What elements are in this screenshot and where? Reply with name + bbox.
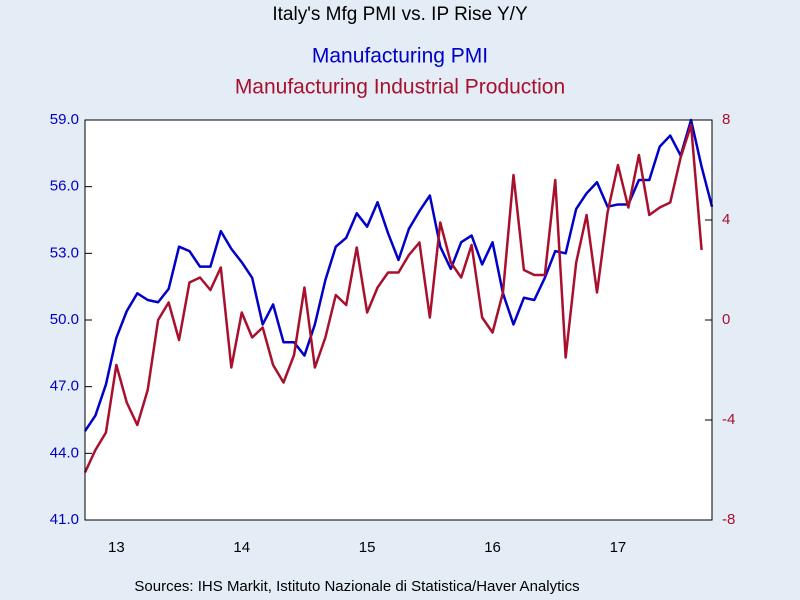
series-line [83,123,703,474]
legend-entry: Manufacturing Industrial Production [235,76,565,99]
source-note: Sources: IHS Markit, Istituto Nazionale … [134,578,579,595]
x-tick-label: 16 [484,539,501,556]
x-tick-label: 17 [610,539,627,556]
y-tick-label: 53.0 [50,244,79,261]
y2-tick-label: 8 [722,111,730,128]
y-tick-label: 44.0 [50,444,79,461]
plot-area [85,120,712,520]
y2-tick-label: 4 [722,211,730,228]
y-tick-label: 56.0 [50,178,79,195]
y-tick-label: 50.0 [50,311,79,328]
y2-tick-label: 0 [722,311,730,328]
y2-tick-label: -8 [722,511,735,528]
legend-entry: Manufacturing PMI [312,45,488,68]
x-tick-label: 14 [233,539,250,556]
y-tick-label: 47.0 [50,378,79,395]
y-tick-label: 41.0 [50,511,79,528]
y2-tick-label: -4 [722,411,735,428]
y-tick-label: 59.0 [50,111,79,128]
x-tick-label: 15 [359,539,376,556]
plot-frame [84,119,713,521]
x-tick-label: 13 [108,539,125,556]
chart-title: Italy's Mfg PMI vs. IP Rise Y/Y [272,4,528,25]
